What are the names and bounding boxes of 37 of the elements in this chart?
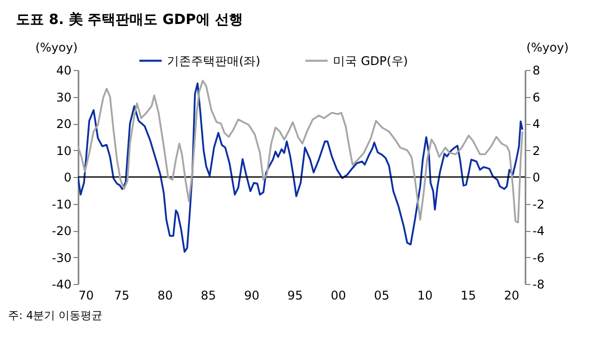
y2-tick-label: -6 (532, 250, 544, 265)
x-tick-label: 10 (417, 288, 433, 302)
y-tick-label: -40 (52, 278, 72, 292)
x-tick-label: 80 (157, 288, 173, 302)
legend-label: 기존주택판매(좌) (167, 54, 260, 68)
y2-tick-label: 0 (532, 170, 540, 184)
x-tick-label: 70 (78, 288, 94, 302)
y2-tick-label: 8 (532, 64, 540, 78)
y-tick-label: -30 (52, 250, 72, 265)
y2-tick-label: 6 (532, 90, 540, 104)
y-tick-label: 30 (56, 90, 72, 104)
y-tick-label: -10 (52, 197, 72, 212)
x-tick-label: 75 (114, 288, 130, 302)
chart-title: 도표 8. 美 주택판매도 GDP에 선행 (16, 11, 243, 28)
y-tick-label: -20 (52, 224, 72, 238)
y-tick-label: 0 (64, 170, 72, 184)
y-tick-label: 40 (56, 64, 72, 78)
y2-tick-label: 4 (532, 117, 540, 131)
x-tick-label: 20 (504, 288, 520, 302)
y-axis-title: (%yoy) (35, 40, 78, 54)
x-tick-label: 95 (287, 288, 303, 302)
y-tick-label: 10 (56, 144, 72, 158)
x-tick-label: 90 (244, 288, 260, 302)
legend-label: 미국 GDP(우) (333, 54, 408, 68)
text: 주: 4분기 이동평균 (8, 309, 103, 322)
y2-tick-label: -2 (532, 197, 544, 212)
x-tick-label: 05 (374, 288, 390, 302)
x-tick-label: 15 (460, 288, 476, 302)
line-series (78, 80, 524, 224)
y-tick-label: 20 (56, 117, 72, 131)
y2-tick-label: -8 (532, 278, 544, 292)
y2-tick-label: 2 (532, 144, 540, 158)
x-tick-label: 85 (200, 288, 216, 302)
y2-axis-title: (%yoy) (526, 40, 569, 54)
line-series (78, 82, 524, 253)
x-tick-label: 00 (330, 288, 346, 302)
y2-tick-label: -4 (532, 224, 544, 238)
